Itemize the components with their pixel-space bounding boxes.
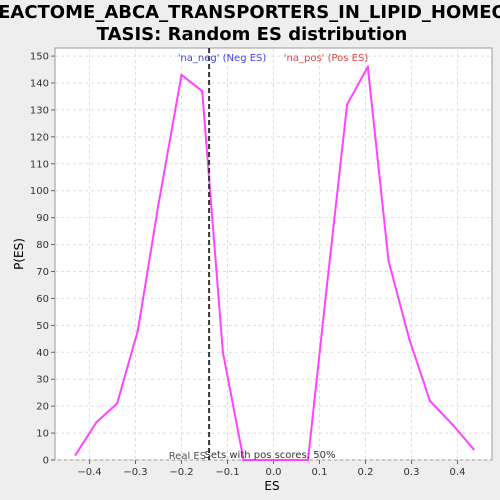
data-point [95,421,98,424]
y-tick-label: 130 [30,105,49,116]
data-point [451,423,455,427]
data-point [325,289,328,292]
es-distribution-line [74,65,475,461]
y-tick-label: 0 [43,456,49,467]
y-tick-label: 60 [36,294,49,305]
data-point [74,453,77,456]
annotation-layer: Real ES 'na_neg' (Neg ES) 'na_pos' (Pos ES… [169,48,369,462]
y-tick-label: 80 [36,240,49,251]
y-tick-label: 70 [36,267,49,278]
data-point [221,351,225,354]
x-tick-label: −0.2 [169,467,193,478]
grid [55,48,492,461]
data-point [428,399,432,402]
x-axis-label: ES [264,479,279,493]
x-tick-label: −0.1 [215,467,239,478]
y-axis-label: P(ES) [12,238,26,270]
data-point [366,65,369,69]
pos-es-label: 'na_pos' (Pos ES) [284,53,369,64]
data-point [345,103,349,106]
chart-title-line2: TASIS: Random ES distribution [97,24,408,45]
x-tick-label: 0.4 [450,467,466,478]
x-tick-label: 0.3 [404,467,420,478]
y-tick-label: 100 [30,186,49,197]
y-tick-label: 90 [36,213,49,224]
x-tick-label: −0.3 [123,467,147,478]
x-tick-label: −0.4 [77,467,101,478]
y-tick-label: 150 [30,52,49,63]
data-point [157,202,160,206]
data-point [115,402,119,405]
y-tick-label: 120 [30,132,49,143]
x-tick-label: 0.1 [312,467,328,478]
series-layer [74,65,475,462]
real-es-label: Real ES [169,451,206,462]
pos-scores-label: Sets with pos scores: 50% [205,450,336,461]
data-point [201,89,204,93]
data-point [136,329,139,332]
data-point [242,458,245,462]
data-point [180,73,183,77]
data-point [472,448,475,451]
y-tick-label: 20 [36,402,49,413]
axis-ticks: 0 10 20 30 40 50 60 70 80 90 100 110 120 130 140 150 −0.… [30,52,466,478]
data-point [306,458,310,462]
y-tick-label: 110 [30,159,49,170]
y-tick-label: 40 [36,348,49,359]
y-tick-label: 140 [30,79,49,90]
x-tick-label: 0.0 [266,467,282,478]
y-tick-label: 50 [36,321,49,332]
data-point [408,337,411,341]
y-tick-label: 10 [36,429,49,440]
x-tick-label: 0.2 [358,467,374,478]
y-tick-label: 30 [36,375,49,386]
data-point [387,259,390,262]
neg-es-label: 'na_neg' (Neg ES) [178,53,267,64]
chart-title-line1: REACTOME_ABCA_TRANSPORTERS_IN_LIPID_HOME… [0,2,500,23]
